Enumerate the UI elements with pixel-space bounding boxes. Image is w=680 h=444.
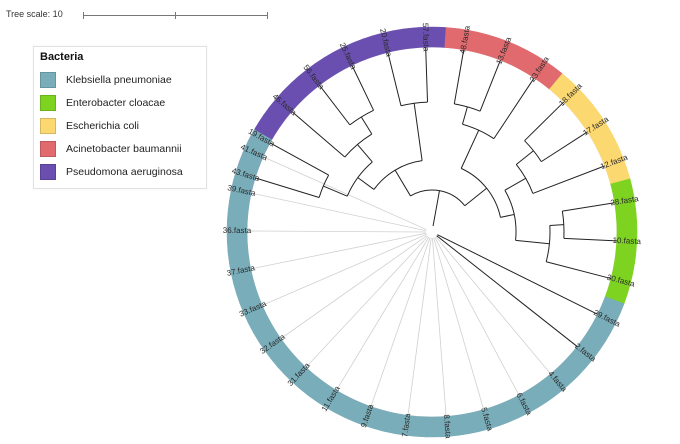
tree-branch	[351, 65, 375, 111]
tree-branch	[437, 234, 598, 315]
leaf-label: 36.fasta	[223, 226, 252, 235]
tree-branch	[280, 235, 428, 339]
legend-swatch	[40, 117, 56, 134]
tree-branch	[394, 169, 411, 197]
legend-label: Pseudomona aeruginosa	[66, 165, 183, 178]
tree-arc	[346, 161, 373, 197]
tree-branch	[479, 59, 501, 112]
tree-branch	[407, 237, 432, 416]
tree-branch	[546, 261, 612, 280]
tree-branch	[461, 106, 468, 125]
tree-branch	[305, 236, 429, 368]
legend-swatch	[40, 71, 56, 88]
legend-swatch	[40, 163, 56, 180]
tree-branch	[433, 237, 485, 410]
legend-item-enterobacter: Enterobacter cloacae	[40, 91, 200, 114]
tree-branch	[262, 156, 427, 230]
tree-branch	[541, 131, 588, 163]
ring-segment	[236, 129, 273, 175]
tree-branch	[504, 177, 526, 191]
legend-label: Acinetobacter baumannii	[66, 142, 182, 155]
tree-branch	[434, 237, 520, 396]
legend-item-pseudomonas: Pseudomona aeruginosa	[40, 160, 200, 183]
legend-item-escherichia: Escherichia coli	[40, 114, 200, 137]
tree-branch	[436, 235, 578, 347]
tree-branch	[370, 237, 431, 407]
legend: Bacteria Klebsiella pneumoniae Enterobac…	[33, 46, 207, 189]
tree-branch	[336, 236, 430, 391]
tree-branch	[250, 232, 427, 270]
tree-branch	[251, 192, 427, 232]
tree-branch	[413, 103, 423, 161]
tree-branch	[387, 52, 402, 106]
legend-label: Escherichia coli	[66, 119, 139, 132]
tree-branch	[323, 185, 348, 197]
tree-branch	[500, 213, 515, 218]
scale-tick	[175, 12, 176, 19]
leaf-label: 57.fasta	[421, 23, 431, 52]
tree-branch	[563, 237, 617, 242]
legend-swatch	[40, 94, 56, 111]
tree-branch	[254, 177, 320, 198]
legend-label: Klebsiella pneumoniae	[66, 73, 172, 86]
tree-arc	[461, 167, 501, 218]
tree-scale-bar	[83, 12, 268, 19]
legend-swatch	[40, 140, 56, 157]
tree-branch	[261, 234, 427, 306]
tree-root-branch	[432, 190, 440, 227]
leaf-label: 8.fasta	[442, 414, 453, 439]
tree-branch	[453, 49, 465, 105]
tree-branch	[357, 177, 375, 190]
tree-arc	[410, 189, 466, 207]
legend-title: Bacteria	[40, 51, 84, 63]
leaf-label: 10.fasta	[612, 236, 641, 246]
tree-branch	[291, 111, 346, 158]
tree-branch	[515, 150, 534, 165]
scale-tick	[83, 12, 84, 19]
tree-branch	[269, 142, 329, 176]
legend-item-acinetobacter: Acinetobacter baumannii	[40, 137, 200, 160]
tree-branch	[432, 237, 447, 417]
tree-branch	[247, 230, 427, 233]
tree-branch	[357, 144, 373, 163]
tree-branch	[493, 77, 535, 139]
tree-branch	[515, 239, 550, 245]
tree-arc	[545, 225, 551, 262]
tree-branch	[562, 202, 615, 212]
tree-branch	[460, 130, 480, 169]
tree-branch	[524, 101, 565, 142]
tree-branch	[532, 165, 605, 194]
legend-item-klebsiella: Klebsiella pneumoniae	[40, 68, 200, 91]
tree-arc	[504, 189, 517, 241]
tree-branch	[319, 84, 351, 126]
tree-branch	[360, 116, 373, 135]
tree-branch	[549, 224, 564, 226]
tree-branch	[425, 47, 429, 103]
legend-label: Enterobacter cloacae	[66, 96, 166, 109]
tree-branch	[435, 236, 551, 375]
tree-branch	[464, 187, 487, 207]
scale-tick	[267, 12, 268, 19]
leaf-label: 7.fasta	[400, 412, 412, 438]
tree-arc	[373, 160, 423, 190]
tree-scale-label: Tree scale: 10	[6, 9, 63, 19]
